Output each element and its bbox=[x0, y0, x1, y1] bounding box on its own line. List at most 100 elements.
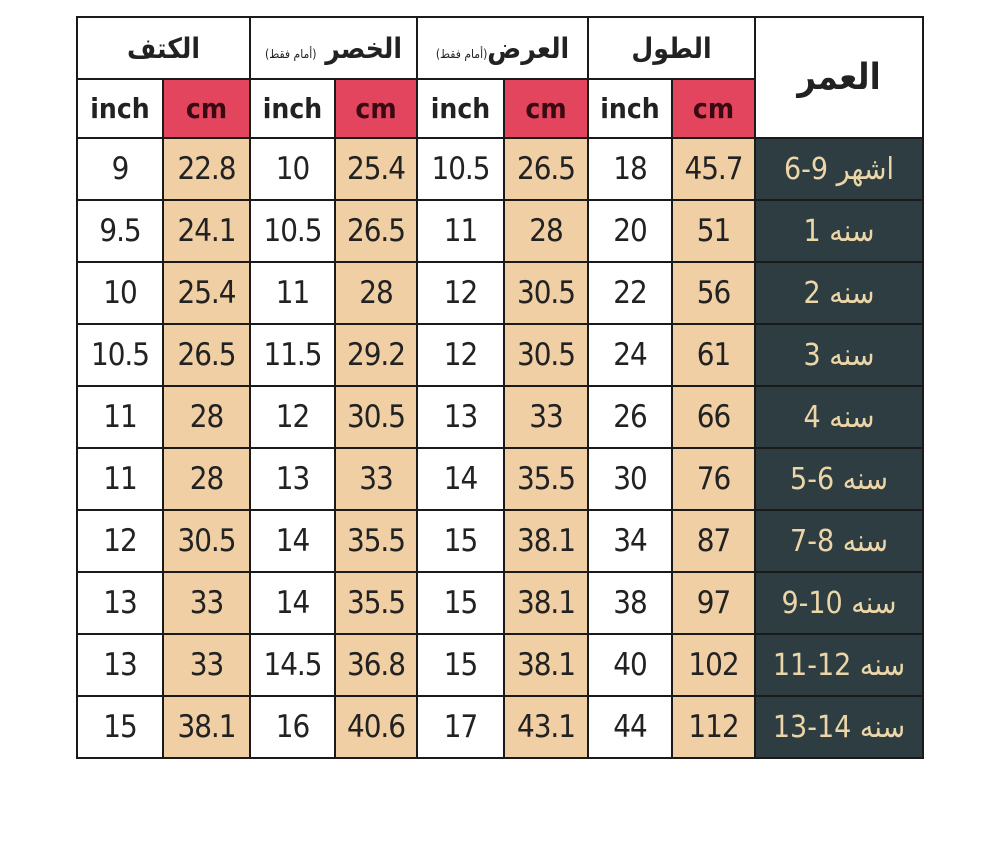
cell-age: 1 سنه bbox=[754, 199, 924, 263]
cell-waist-in: 11.5 bbox=[249, 323, 336, 387]
unit-cm: cm bbox=[671, 78, 756, 139]
cell-waist-cm: 25.4 bbox=[334, 137, 418, 201]
cell-length-cm: 76 bbox=[671, 447, 756, 511]
cell-shoulder-in: 12 bbox=[76, 509, 164, 573]
width-label: العرض bbox=[487, 31, 570, 65]
cell-width-cm: 43.1 bbox=[503, 695, 589, 759]
cell-age: 2 سنه bbox=[754, 261, 924, 325]
cell-shoulder-cm: 28 bbox=[162, 447, 251, 511]
cell-length-cm: 112 bbox=[671, 695, 756, 759]
unit-cm: cm bbox=[503, 78, 589, 139]
unit-inch: inch bbox=[76, 78, 164, 139]
cell-waist-in: 14.5 bbox=[249, 633, 336, 697]
length-header: الطول bbox=[587, 16, 756, 80]
cell-width-in: 13 bbox=[416, 385, 505, 449]
unit-cm: cm bbox=[162, 78, 251, 139]
cell-width-cm: 30.5 bbox=[503, 323, 589, 387]
cell-shoulder-in: 10 bbox=[76, 261, 164, 325]
cell-age: 9-10 سنه bbox=[754, 571, 924, 635]
cell-waist-in: 14 bbox=[249, 509, 336, 573]
cell-waist-cm: 36.8 bbox=[334, 633, 418, 697]
cell-age: 7-8 سنه bbox=[754, 509, 924, 573]
cell-shoulder-in: 9.5 bbox=[76, 199, 164, 263]
cell-age: 6-9 اشهر bbox=[754, 137, 924, 201]
age-header: العمر bbox=[754, 16, 924, 139]
table-row: 10 25.4 11 28 12 30.5 22 56 2 سنه bbox=[76, 261, 924, 325]
cell-width-cm: 30.5 bbox=[503, 261, 589, 325]
cell-length-in: 24 bbox=[587, 323, 673, 387]
unit-inch: inch bbox=[416, 78, 505, 139]
cell-length-in: 40 bbox=[587, 633, 673, 697]
cell-shoulder-in: 9 bbox=[76, 137, 164, 201]
header-row-measures: الكتف الخصر (أمام فقط) العرض(أمام فقط) ا… bbox=[76, 16, 924, 139]
cell-length-in: 30 bbox=[587, 447, 673, 511]
cell-length-cm: 87 bbox=[671, 509, 756, 573]
cell-shoulder-cm: 26.5 bbox=[162, 323, 251, 387]
size-chart-table: الكتف الخصر (أمام فقط) العرض(أمام فقط) ا… bbox=[76, 16, 924, 759]
cell-waist-in: 16 bbox=[249, 695, 336, 759]
shoulder-label: الكتف bbox=[126, 31, 201, 65]
cell-shoulder-cm: 22.8 bbox=[162, 137, 251, 201]
cell-age: 4 سنه bbox=[754, 385, 924, 449]
cell-length-cm: 51 bbox=[671, 199, 756, 263]
cell-shoulder-cm: 33 bbox=[162, 633, 251, 697]
cell-shoulder-cm: 24.1 bbox=[162, 199, 251, 263]
table-row: 15 38.1 16 40.6 17 43.1 44 112 13-14 سنه bbox=[76, 695, 924, 759]
table-row: 11 28 12 30.5 13 33 26 66 4 سنه bbox=[76, 385, 924, 449]
cell-length-in: 26 bbox=[587, 385, 673, 449]
cell-width-cm: 35.5 bbox=[503, 447, 589, 511]
cell-waist-cm: 35.5 bbox=[334, 509, 418, 573]
cell-waist-in: 11 bbox=[249, 261, 336, 325]
cell-length-cm: 102 bbox=[671, 633, 756, 697]
cell-width-cm: 38.1 bbox=[503, 633, 589, 697]
cell-length-cm: 97 bbox=[671, 571, 756, 635]
cell-width-in: 10.5 bbox=[416, 137, 505, 201]
cell-width-cm: 28 bbox=[503, 199, 589, 263]
cell-shoulder-in: 13 bbox=[76, 633, 164, 697]
table-row: 13 33 14.5 36.8 15 38.1 40 102 11-12 سنه bbox=[76, 633, 924, 697]
cell-length-in: 20 bbox=[587, 199, 673, 263]
cell-waist-in: 13 bbox=[249, 447, 336, 511]
cell-waist-cm: 28 bbox=[334, 261, 418, 325]
cell-width-in: 14 bbox=[416, 447, 505, 511]
cell-shoulder-cm: 33 bbox=[162, 571, 251, 635]
cell-width-cm: 38.1 bbox=[503, 571, 589, 635]
waist-note: (أمام فقط) bbox=[265, 46, 317, 61]
shoulder-header: الكتف bbox=[76, 16, 251, 80]
cell-shoulder-cm: 25.4 bbox=[162, 261, 251, 325]
cell-width-in: 15 bbox=[416, 571, 505, 635]
cell-width-in: 11 bbox=[416, 199, 505, 263]
cell-waist-cm: 30.5 bbox=[334, 385, 418, 449]
cell-length-in: 34 bbox=[587, 509, 673, 573]
cell-length-in: 38 bbox=[587, 571, 673, 635]
cell-waist-cm: 35.5 bbox=[334, 571, 418, 635]
cell-width-in: 17 bbox=[416, 695, 505, 759]
cell-waist-cm: 40.6 bbox=[334, 695, 418, 759]
cell-age: 11-12 سنه bbox=[754, 633, 924, 697]
cell-length-cm: 66 bbox=[671, 385, 756, 449]
waist-label: الخصر bbox=[325, 31, 402, 65]
cell-length-in: 18 bbox=[587, 137, 673, 201]
cell-width-cm: 38.1 bbox=[503, 509, 589, 573]
cell-age: 3 سنه bbox=[754, 323, 924, 387]
cell-shoulder-cm: 30.5 bbox=[162, 509, 251, 573]
cell-waist-cm: 33 bbox=[334, 447, 418, 511]
cell-age: 13-14 سنه bbox=[754, 695, 924, 759]
cell-length-in: 44 bbox=[587, 695, 673, 759]
length-label: الطول bbox=[631, 31, 712, 65]
width-note: (أمام فقط) bbox=[435, 46, 488, 61]
cell-waist-in: 10.5 bbox=[249, 199, 336, 263]
cell-width-cm: 33 bbox=[503, 385, 589, 449]
table-row: 10.5 26.5 11.5 29.2 12 30.5 24 61 3 سنه bbox=[76, 323, 924, 387]
cell-shoulder-in: 10.5 bbox=[76, 323, 164, 387]
cell-shoulder-in: 11 bbox=[76, 447, 164, 511]
cell-width-cm: 26.5 bbox=[503, 137, 589, 201]
table-row: 11 28 13 33 14 35.5 30 76 5-6 سنه bbox=[76, 447, 924, 511]
cell-waist-in: 12 bbox=[249, 385, 336, 449]
unit-cm: cm bbox=[334, 78, 418, 139]
cell-shoulder-in: 13 bbox=[76, 571, 164, 635]
cell-length-cm: 56 bbox=[671, 261, 756, 325]
cell-waist-cm: 26.5 bbox=[334, 199, 418, 263]
cell-width-in: 12 bbox=[416, 261, 505, 325]
width-header: العرض(أمام فقط) bbox=[416, 16, 589, 80]
